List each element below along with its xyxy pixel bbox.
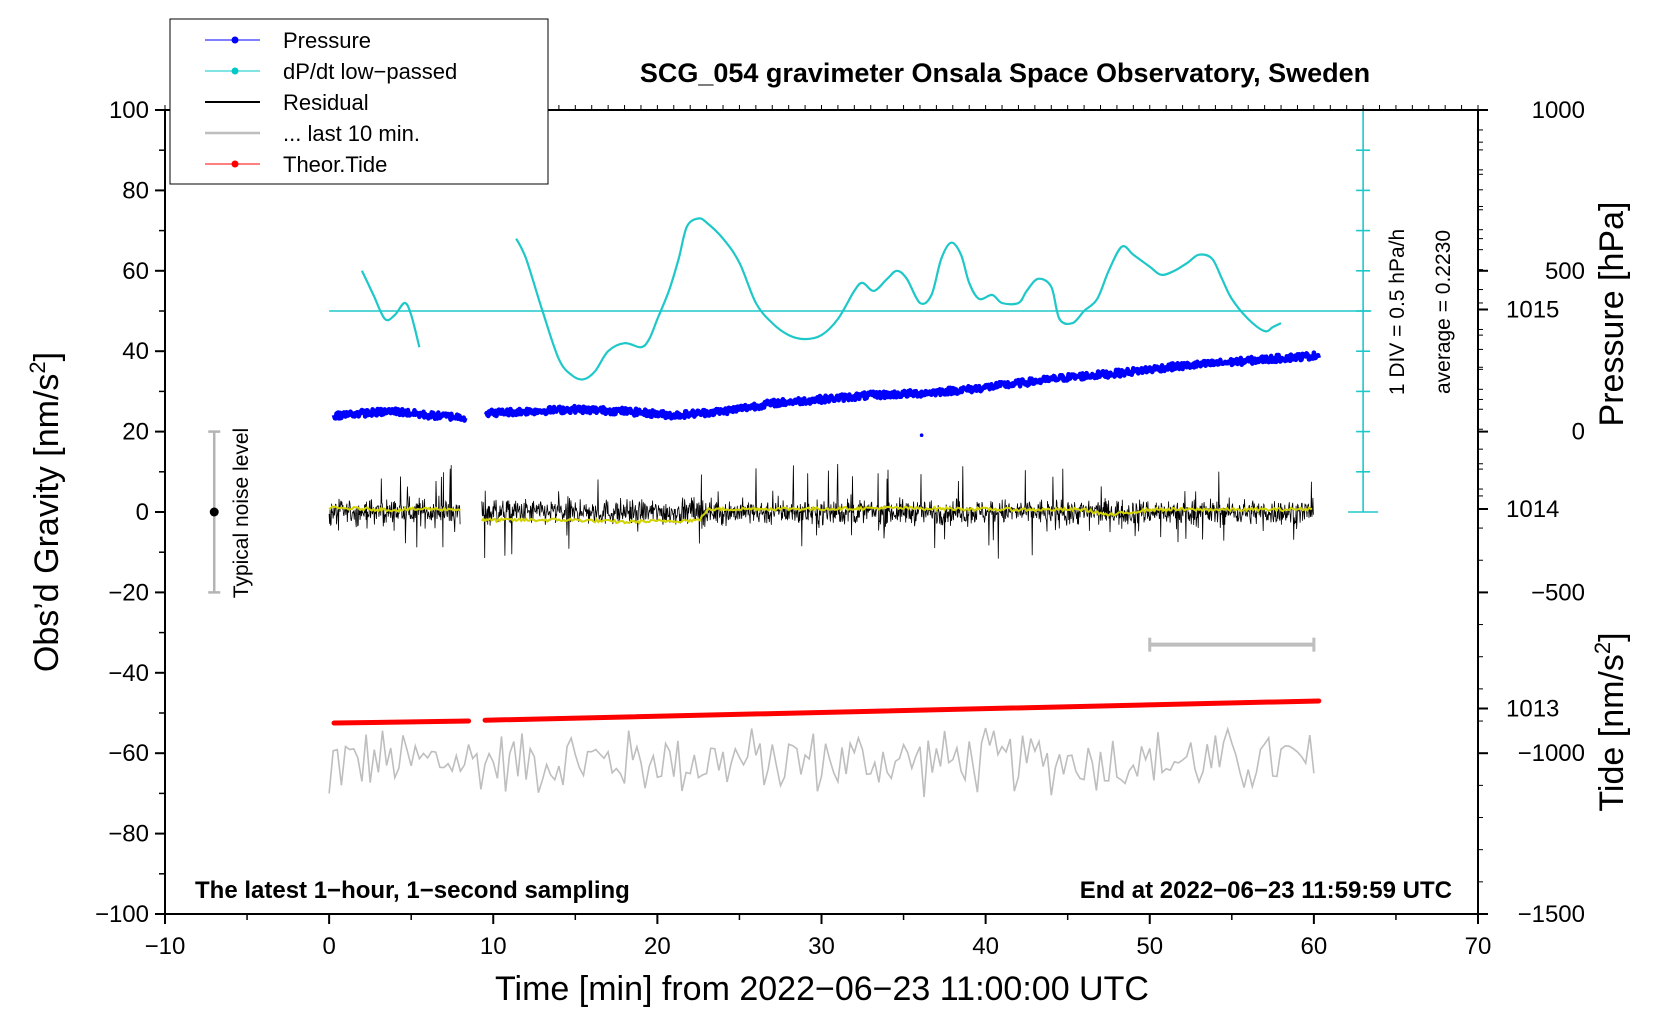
pressure-tick-label: 1015 — [1506, 297, 1559, 324]
tide-axis-title-main: Tide [nm/s — [1593, 654, 1631, 811]
y-tick-label: 80 — [122, 177, 149, 204]
legend-label-3: Residual — [283, 90, 369, 115]
x-tick-label: 50 — [1136, 933, 1163, 960]
y-tick-label: 20 — [122, 419, 149, 446]
x-tick-label: 70 — [1465, 933, 1492, 960]
noise-bar-center-point — [209, 507, 219, 517]
dpdt-line-segment-2 — [515, 217, 1282, 381]
tide-line-segment-2 — [482, 698, 1322, 723]
x-tick-label: 20 — [644, 933, 671, 960]
residual-smooth-series — [328, 505, 1313, 526]
x-tick-label: 10 — [480, 933, 507, 960]
legend-label-1: Pressure — [283, 28, 371, 53]
y-tick-label: 100 — [109, 97, 149, 124]
y-tick-label: 60 — [122, 258, 149, 285]
tide-line-segment-1 — [331, 718, 472, 726]
dpdt-line-segment-1 — [360, 270, 421, 348]
y-tick-label: −100 — [95, 901, 149, 928]
tide-axis-title-close: ] — [1593, 632, 1631, 641]
last-10-min-line — [328, 726, 1315, 798]
legend-marker-2 — [231, 67, 239, 75]
x-axis-title: Time [min] from 2022−06−23 11:00:00 UTC — [495, 970, 1149, 1008]
x-tick-label: 30 — [808, 933, 835, 960]
x-axis-ticks: −10 0 10 20 30 40 50 60 70 — [145, 105, 1492, 960]
y-tick-label: 40 — [122, 338, 149, 365]
y-tick-label: −80 — [108, 821, 149, 848]
tide-tick-label: −500 — [1531, 579, 1585, 606]
noise-level-label: Typical noise level — [230, 428, 253, 598]
dpdt-low-passed-series — [360, 217, 1282, 381]
pressure-tick-label: 1014 — [1506, 496, 1559, 523]
tide-tick-label: 1000 — [1532, 97, 1585, 124]
pressure-line-segment-2 — [483, 350, 1321, 421]
pressure-tick-label: 1013 — [1506, 696, 1559, 723]
y-axis-ticks: −100 −80 −60 −40 −20 0 20 40 60 80 100 — [95, 97, 165, 928]
tide-tick-label: −1500 — [1518, 901, 1585, 928]
last-10-min-series — [328, 726, 1315, 798]
end-time-note: End at 2022−06−23 11:59:59 UTC — [1080, 877, 1452, 904]
pressure-axis-title: Pressure [hPa] — [1593, 202, 1631, 427]
residual-line-segment-1 — [328, 465, 461, 548]
x-tick-label: −10 — [145, 933, 186, 960]
x-tick-label: 60 — [1301, 933, 1328, 960]
tide-axis-title-sup: 2 — [1590, 642, 1615, 654]
tide-axis-title: Tide [nm/s2] — [1590, 632, 1631, 811]
residual-series — [328, 463, 1314, 559]
y-tick-label: −60 — [108, 740, 149, 767]
tide-scale-bar — [1148, 637, 1316, 652]
legend-marker-5 — [231, 160, 239, 168]
y-axis-title-sup: 2 — [25, 361, 50, 373]
pressure-line-segment-1 — [331, 406, 468, 423]
x-tick-label: 0 — [322, 933, 335, 960]
pressure-outlier-point — [919, 433, 924, 437]
residual-line-segment-2 — [481, 463, 1314, 559]
tide-tick-label: −1000 — [1518, 740, 1585, 767]
legend-label-2: dP/dt low−passed — [283, 59, 457, 84]
dpdt-scale-label: 1 DIV = 0.5 hPa/h — [1386, 229, 1409, 395]
chart-title: SCG_054 gravimeter Onsala Space Observat… — [640, 58, 1370, 88]
pressure-axis-ticks: 1013 1014 1015 — [1478, 129, 1559, 723]
typical-noise-level-bar — [208, 430, 221, 594]
residual-smooth-segment-1 — [328, 505, 461, 513]
y-tick-label: −20 — [108, 579, 149, 606]
legend: Pressure dP/dt low−passed Residual ... last… — [169, 18, 549, 185]
y-tick-label: −40 — [108, 660, 149, 687]
tide-axis-ticks: −1500 −1000 −500 0 500 1000 — [1478, 97, 1585, 928]
sampling-note: The latest 1−hour, 1−second sampling — [195, 877, 630, 904]
x-tick-label: 40 — [972, 933, 999, 960]
legend-label-5: Theor.Tide — [283, 152, 387, 177]
dpdt-average-label: average = 0.2230 — [1432, 230, 1455, 394]
y-axis-title: Obs’d Gravity [nm/s2] — [25, 352, 66, 672]
legend-label-4: ... last 10 min. — [283, 121, 420, 146]
legend-marker-1 — [231, 36, 239, 44]
y-axis-title-main: Obs’d Gravity [nm/s — [28, 374, 66, 673]
tide-tick-label: 0 — [1572, 419, 1585, 446]
theoretical-tide-series — [331, 698, 1322, 726]
residual-smooth-segment-2 — [480, 505, 1313, 526]
tide-tick-label: 500 — [1545, 258, 1585, 285]
dpdt-scale-ruler — [1348, 108, 1379, 513]
pressure-series — [331, 350, 1321, 437]
y-axis-title-close: ] — [28, 352, 66, 361]
y-tick-label: 0 — [136, 499, 149, 526]
